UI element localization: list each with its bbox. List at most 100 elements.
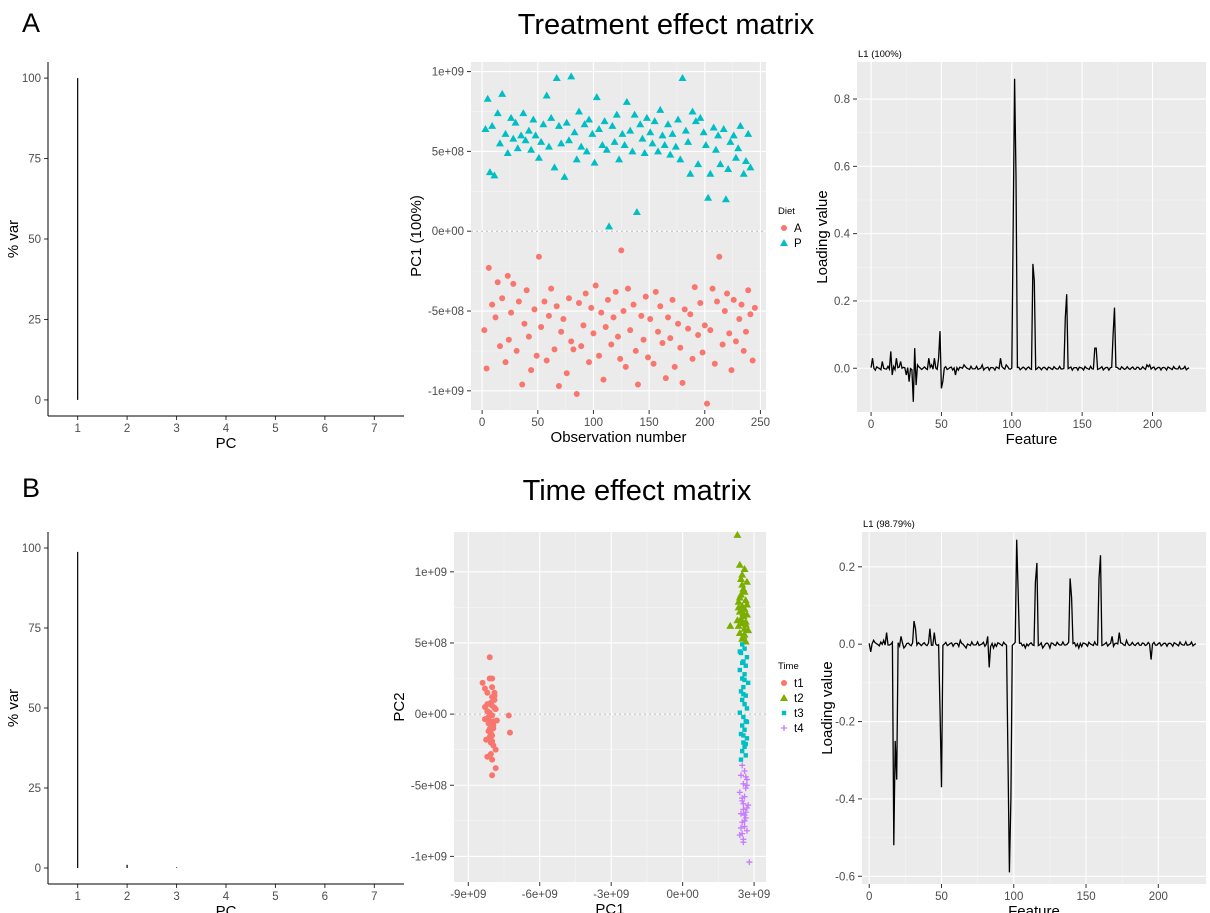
point-A: [704, 400, 710, 407]
point-A: [719, 341, 726, 348]
point-P: [602, 145, 611, 153]
y-axis-title: % var: [5, 689, 22, 727]
point-t3: [738, 731, 744, 737]
point-A: [665, 314, 672, 321]
point-P: [674, 115, 683, 123]
point-P: [610, 137, 619, 145]
loading-line: [870, 78, 1190, 402]
point-t4: [739, 795, 746, 802]
point-A: [634, 381, 641, 388]
y-tick-label: 25: [28, 314, 41, 326]
point-A: [730, 296, 737, 303]
y-tick-label: 75: [28, 623, 41, 635]
point-A: [659, 339, 666, 346]
point-t3: [745, 680, 751, 686]
point-t2: [742, 600, 751, 608]
point-A: [699, 349, 706, 356]
point-t2: [734, 597, 743, 605]
point-t1: [491, 704, 498, 711]
point-t1: [486, 675, 493, 682]
point-P: [736, 121, 745, 129]
point-t3: [741, 740, 746, 745]
point-P: [642, 113, 651, 121]
section-a-letter: A: [22, 8, 40, 38]
point-P: [582, 147, 591, 155]
x-tick-label: 50: [935, 419, 948, 431]
point-P: [592, 93, 601, 101]
point-A: [505, 336, 512, 343]
point-A: [502, 359, 509, 366]
point-A: [565, 295, 572, 302]
point-A: [695, 331, 702, 338]
point-A: [740, 347, 747, 354]
point-A: [701, 322, 708, 329]
point-P: [666, 150, 675, 158]
point-A: [568, 338, 575, 345]
point-A: [523, 287, 530, 294]
point-P: [585, 115, 593, 123]
point-P: [719, 125, 728, 133]
point-A: [513, 347, 520, 354]
section-b-title: Time effect matrix: [523, 475, 752, 507]
point-A: [642, 293, 649, 300]
point-A: [647, 316, 654, 323]
x-tick-label: 6: [322, 423, 328, 435]
loadings-label: L1 (98.79%): [863, 519, 915, 530]
point-t4: [743, 782, 750, 789]
point-A: [548, 285, 555, 292]
point-P: [668, 129, 677, 137]
point-A: [685, 325, 692, 332]
point-A: [575, 300, 582, 307]
point-A: [716, 253, 723, 260]
x-tick-label: 100: [1002, 419, 1021, 431]
y-tick-label: -5e+08: [428, 306, 464, 318]
point-P: [577, 142, 586, 150]
point-t2: [734, 603, 743, 611]
point-t2: [740, 564, 749, 572]
point-A: [614, 333, 621, 340]
point-A: [618, 247, 625, 254]
point-A: [681, 306, 688, 313]
y-tick-label: 1e+09: [432, 67, 464, 79]
point-P: [716, 160, 725, 168]
y-tick-label: -0.4: [835, 794, 855, 806]
point-t3: [742, 701, 747, 707]
point-A: [492, 314, 499, 321]
scores-plot-a: 0 50 100 150 200 250 -1e+09 -5e+08 0e+00 5e+08 1e+…: [408, 62, 802, 446]
point-A: [655, 328, 662, 335]
point-P: [646, 128, 655, 136]
y-tick-label: -1e+09: [411, 851, 447, 863]
point-A: [669, 296, 676, 303]
point-P: [648, 139, 657, 147]
point-P: [488, 121, 497, 129]
point-P: [485, 168, 494, 176]
point-t3: [739, 697, 745, 703]
point-A: [657, 303, 664, 310]
point-t2: [742, 577, 751, 585]
point-A: [714, 298, 721, 305]
point-A: [510, 280, 517, 287]
point-t4: [743, 776, 750, 783]
y-tick-label: 0.0: [834, 363, 850, 375]
point-A: [687, 311, 694, 318]
legend-title: Time: [778, 661, 799, 672]
point-A: [525, 333, 532, 340]
point-A: [604, 296, 611, 303]
point-P: [630, 110, 639, 118]
point-A: [645, 354, 651, 361]
point-t4: [743, 827, 750, 834]
point-t4: [742, 773, 749, 780]
x-tick-label: 200: [695, 417, 714, 429]
point-P: [746, 163, 755, 171]
point-t1: [486, 654, 493, 661]
legend-label: P: [794, 238, 802, 250]
point-t1: [481, 716, 488, 723]
point-P: [572, 155, 581, 163]
point-legend-A: [781, 225, 787, 231]
x-tick-label: 3: [173, 423, 179, 435]
x-tick-label: 150: [1073, 419, 1092, 431]
point-A: [724, 290, 731, 297]
point-t1: [484, 689, 491, 696]
point-P: [517, 131, 526, 139]
point-t4: [737, 824, 744, 831]
